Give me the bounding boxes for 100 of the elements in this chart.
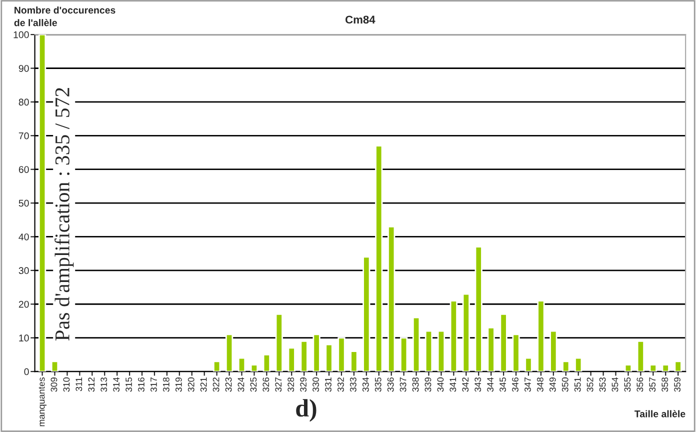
x-tick-label: 349 [549,378,556,392]
x-tick-label: 333 [350,377,356,392]
bar [550,330,558,372]
bar [500,314,508,372]
bar [537,300,545,372]
x-tick-label: 328 [288,377,294,392]
x-tick-label: 325 [250,377,257,392]
annotation: Pas d'amplification : 335 / 572 [54,88,74,341]
y-axis-title: Nombre d'occurences de l'allèle [14,6,116,26]
bar [288,347,296,372]
x-tick-label: 316 [138,377,144,392]
x-tick-label: 351 [574,378,581,392]
x-tick-label: 338 [412,377,419,392]
x-tick-label: 331 [325,378,332,392]
x-tick-label: 340 [437,377,444,392]
bar [275,314,283,372]
bar [325,344,333,372]
text: d) [296,399,316,422]
x-tick-label: 315 [126,377,132,392]
y-tick-label: 60 [18,166,29,173]
bar [562,360,570,372]
x-tick-label: manquantes [38,377,46,426]
bar [50,360,59,372]
bar [524,357,532,372]
bar [262,354,270,372]
bar [225,334,234,372]
x-tick-label: 327 [275,378,282,392]
y-tick-label: 100 [14,31,29,38]
x-tick-label: 314 [113,377,120,392]
bar [574,357,582,372]
x-tick-label: 358 [662,377,668,392]
x-tick-label: 356 [636,377,644,392]
bar [238,357,246,372]
x-tick-label: 324 [238,377,244,392]
x-tick-label: 336 [387,377,394,392]
x-tick-label: 310 [63,377,70,392]
bar [300,340,308,372]
bar [674,360,682,372]
x-tick-label: 317 [150,378,157,392]
bar [662,364,670,372]
x-tick-label: 344 [487,377,494,392]
bar [362,256,370,372]
x-tick-label: 339 [424,378,432,392]
y-tick-label: 0 [24,368,29,376]
bar [437,330,446,372]
bar [424,330,433,372]
x-tick-label: 321 [200,378,207,392]
y-tick-label: 30 [18,267,29,274]
bar [388,226,396,372]
bar [624,364,632,372]
bar [512,334,520,372]
chart-title: Cm84 [346,16,376,24]
bar [250,364,258,372]
y-tick-label: 50 [18,200,29,207]
x-tick-label: 354 [612,377,618,392]
x-tick-label: 352 [586,378,594,392]
x-tick-label: 332 [338,378,344,392]
x-tick-label: 326 [262,377,270,392]
bar [375,145,383,372]
x-tick-label: 311 [76,378,82,392]
x-tick-label: 353 [599,377,606,392]
bar [649,364,657,372]
y-tick-label: 10 [19,334,29,342]
bar [338,337,346,372]
x-tick-label: 313 [100,377,108,392]
x-tick-label: 312 [88,378,95,392]
x-tick-label: 335 [374,377,382,392]
x-tick-label: 322 [212,378,220,392]
bar [412,316,420,372]
x-tick-label: 347 [524,378,531,392]
x-tick-label: 359 [674,378,681,392]
x-tick-label: 343 [474,377,482,392]
x-tick-label: 320 [188,377,194,392]
bar [487,327,495,372]
x-axis-title: Taille allèle [634,410,686,418]
bar [38,34,46,372]
bar [450,300,458,372]
bar [213,360,221,372]
x-tick-label: 323 [225,377,232,392]
bar [636,340,644,372]
x-tick-label: 346 [512,377,518,392]
x-tick-label: 357 [649,378,656,392]
x-tick-label: 348 [536,377,544,392]
bar [462,293,470,372]
x-tick-label: 319 [175,378,182,392]
x-tick-label: 329 [300,378,307,392]
y-tick-label: 80 [18,98,29,106]
bar [400,337,408,372]
x-tick-label: 341 [450,378,456,392]
x-tick-label: 330 [312,377,319,392]
x-tick-label: 350 [562,377,568,392]
y-tick-label: 70 [18,132,29,140]
y-tick-label: 90 [18,64,29,72]
bar [474,246,482,372]
bar [312,334,320,372]
y-tick-label: 20 [18,300,29,308]
x-tick-label: 337 [400,378,406,392]
x-tick-label: 318 [162,377,170,392]
y-tick-label: 40 [18,233,29,240]
x-tick-label: 355 [624,377,631,392]
